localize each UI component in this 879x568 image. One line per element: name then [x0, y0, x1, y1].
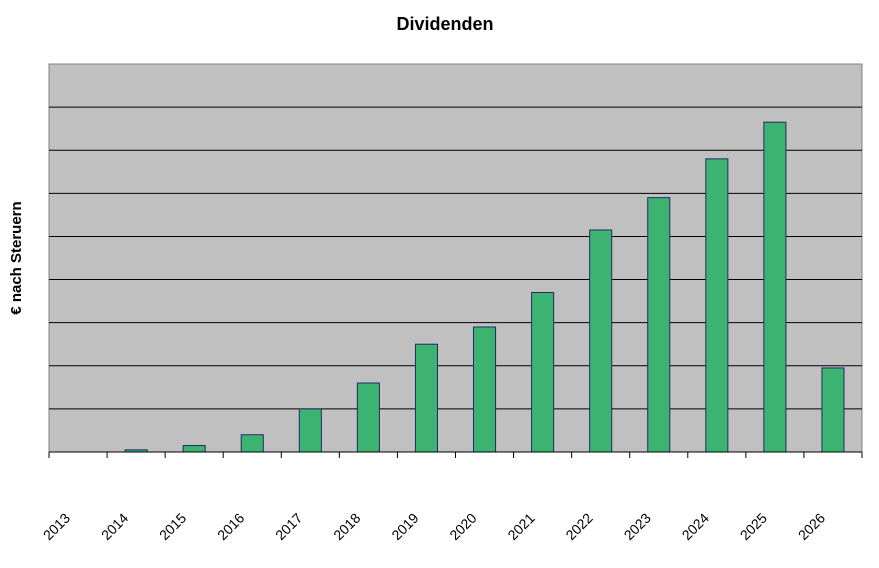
x-tick-label-2018: 2018 — [330, 510, 363, 543]
bar-2016 — [240, 434, 264, 453]
x-tick-label-2022: 2022 — [562, 510, 595, 543]
x-tick-label-2025: 2025 — [737, 510, 770, 543]
bar-2018 — [356, 382, 380, 453]
y-axis-label: € nach Steruern — [8, 201, 25, 314]
x-tick-label-2013: 2013 — [40, 510, 73, 543]
bar-2023 — [647, 197, 671, 453]
chart-title: Dividenden — [396, 14, 493, 34]
x-tick-label-2024: 2024 — [679, 510, 712, 543]
bar-2019 — [414, 343, 438, 453]
bar-2020 — [473, 326, 497, 453]
x-tick-label-2015: 2015 — [156, 510, 189, 543]
x-axis-tick-labels: 2013 2014 2015 2016 2017 2018 2019 2020 2021 2022… — [40, 510, 828, 543]
bar-2021 — [531, 291, 555, 453]
bar-2015 — [182, 445, 206, 453]
x-axis-ticks — [48, 452, 863, 458]
bar-2024 — [705, 158, 729, 453]
x-tick-label-2021: 2021 — [504, 510, 537, 543]
gridlines — [49, 106, 862, 410]
x-tick-label-2020: 2020 — [446, 510, 479, 543]
bar-2025 — [763, 121, 787, 453]
x-tick-label-2019: 2019 — [388, 510, 421, 543]
x-tick-label-2023: 2023 — [621, 510, 654, 543]
x-tick-label-2026: 2026 — [795, 510, 828, 543]
bar-2022 — [589, 229, 613, 453]
x-tick-label-2016: 2016 — [214, 510, 247, 543]
x-tick-label-2017: 2017 — [272, 510, 305, 543]
plot-area — [48, 63, 863, 453]
bar-2026 — [821, 367, 845, 453]
x-tick-label-2014: 2014 — [98, 510, 131, 543]
bar-2017 — [298, 408, 322, 453]
bars — [124, 121, 845, 453]
